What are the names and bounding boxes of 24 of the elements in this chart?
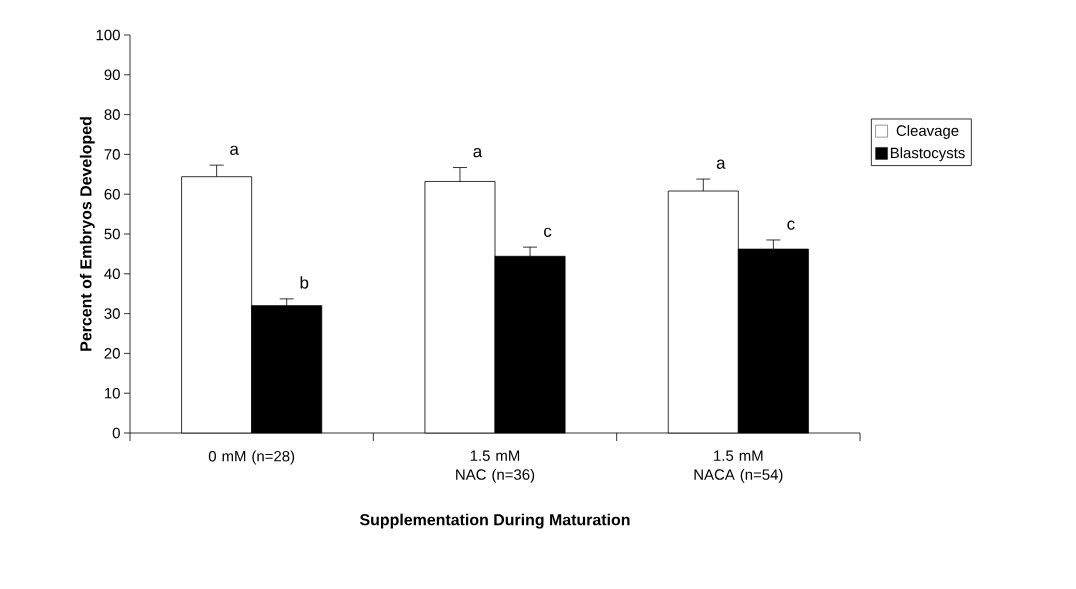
y-tick-label: 100 bbox=[96, 29, 120, 41]
annotation: b bbox=[300, 276, 309, 289]
x-tick-label: 1.5 mM NAC (n=36) bbox=[456, 450, 535, 483]
y-tick-label: 20 bbox=[104, 348, 120, 359]
annotation: c bbox=[544, 227, 552, 237]
x-tick-label: 1.5 mM NACA (n=54) bbox=[694, 450, 783, 483]
annotation: a bbox=[473, 148, 483, 158]
legend-label: Blastocysts bbox=[890, 147, 965, 162]
legend-label: Cleavage bbox=[896, 124, 959, 139]
y-tick-label: 40 bbox=[104, 268, 120, 280]
annotation: a bbox=[230, 145, 239, 155]
x-axis-title: Supplementation During Maturation bbox=[359, 513, 630, 529]
annotation: c bbox=[787, 220, 795, 230]
y-tick-label: 50 bbox=[104, 228, 120, 240]
y-tick-label: 10 bbox=[105, 387, 120, 399]
y-axis-title: Percent of Embryos Developed bbox=[79, 117, 95, 351]
y-tick-label: 60 bbox=[104, 188, 120, 200]
y-tick-label: 90 bbox=[104, 69, 120, 81]
y-tick-label: 0 bbox=[112, 427, 120, 439]
y-tick-label: 70 bbox=[104, 149, 120, 160]
y-tick-label: 80 bbox=[104, 109, 120, 120]
y-tick-label: 30 bbox=[104, 308, 120, 319]
annotation: a bbox=[716, 159, 726, 169]
x-tick-label: 0 mM (n=28) bbox=[208, 450, 295, 465]
